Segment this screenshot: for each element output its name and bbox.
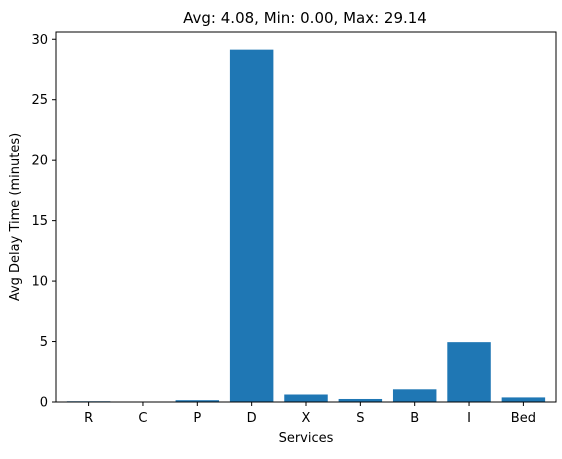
bar-bed (501, 397, 546, 402)
x-tick-label: B (410, 411, 419, 426)
x-tick-label: X (302, 411, 311, 426)
y-tick-label: 0 (40, 396, 48, 411)
bar-x (284, 394, 328, 402)
x-tick-label: C (138, 411, 147, 426)
bar-d (229, 49, 274, 403)
bar-s (338, 398, 383, 402)
bar-i (447, 342, 491, 402)
y-tick-label: 30 (31, 33, 48, 48)
x-tick-label: D (247, 411, 257, 426)
y-tick-label: 25 (31, 93, 48, 108)
y-tick-label: 20 (31, 154, 48, 169)
x-tick-label: Bed (511, 411, 536, 426)
x-tick-label: I (467, 411, 471, 426)
x-tick-label: R (84, 411, 93, 426)
y-tick-label: 10 (31, 275, 48, 290)
x-tick-label: P (193, 411, 201, 426)
y-tick-label: 15 (31, 214, 48, 229)
x-tick-label: S (356, 411, 364, 426)
x-axis-label: Services (279, 431, 334, 446)
x-axis: R C P D X S B I Bed (84, 402, 536, 426)
y-tick-label: 5 (40, 335, 48, 350)
plot-frame (55, 31, 557, 403)
bar-b (392, 389, 437, 402)
y-axis-label: Avg Delay Time (minutes) (8, 133, 23, 301)
bar-p (175, 400, 220, 402)
bars-group (66, 49, 546, 403)
y-axis: 0 5 10 15 20 25 30 (31, 33, 56, 411)
chart-title: Avg: 4.08, Min: 0.00, Max: 29.14 (183, 9, 427, 27)
